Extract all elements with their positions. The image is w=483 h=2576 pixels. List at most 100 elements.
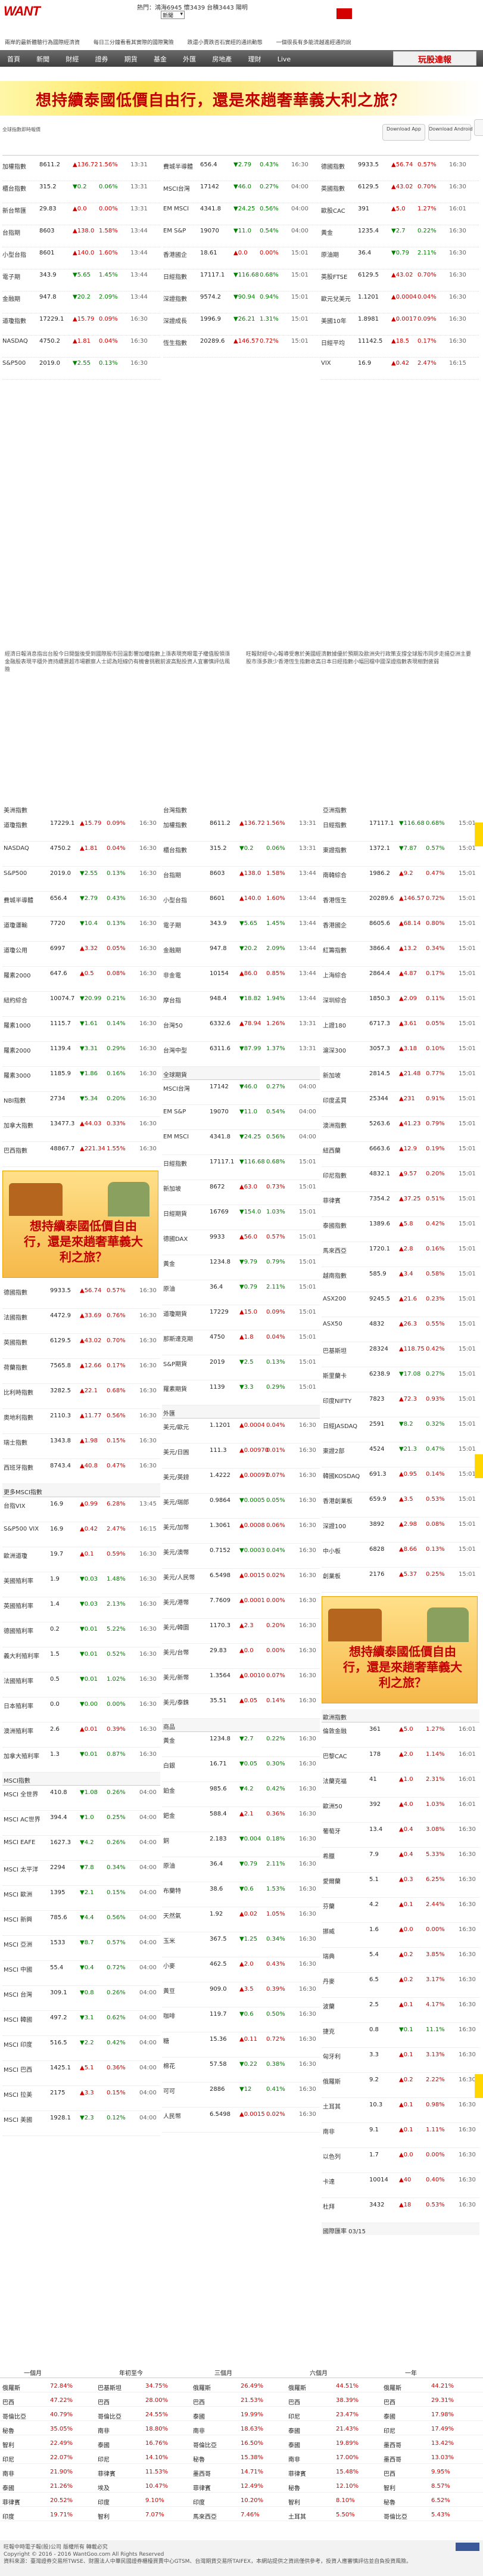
country-name[interactable]: 哥倫比亞 [2,2414,26,2420]
quote-name[interactable]: 非金電 [163,973,181,979]
quote-row[interactable]: 小型台指 8601 ▲140.0 1.60% 13:44 [162,892,320,917]
side-tab[interactable] [475,2074,483,2098]
performance-row[interactable]: 俄羅斯 72.84% 巴基斯坦 34.75% 俄羅斯 26.49% 俄羅斯 44.51% 俄羅斯… [0,2381,483,2392]
country-name[interactable]: 巴西 [98,2400,110,2406]
nav-home[interactable]: 首頁 [7,55,20,63]
quote-row[interactable]: 荷蘭指數 7565.8 ▲12.66 0.17% 16:30 [2,1359,160,1384]
quote-row[interactable]: 印度NIFTY 7823 ▲72.3 0.93% 15:01 [322,1392,479,1417]
quote-name[interactable]: 美元/歐元 [163,1424,189,1431]
quote-name[interactable]: 法蘭克福 [323,1779,347,1785]
country-name[interactable]: 埃及 [98,2485,110,2492]
country-name[interactable]: 菲律賓 [193,2485,211,2492]
quote-name[interactable]: MSCI EAFE [4,1839,36,1846]
quote-row[interactable]: 東證指數 1372.1 ▼7.87 0.57% 15:01 [322,842,479,867]
period-3m[interactable]: 三個月 [214,2370,232,2377]
quote-row[interactable]: 瑞士指數 1343.8 ▲1.98 0.15% 16:30 [2,1434,160,1459]
quote-name[interactable]: 美元/泰銖 [163,1700,189,1706]
quote-name[interactable]: 紐約綜合 [4,998,27,1004]
quote-name[interactable]: 韓國KOSDAQ [323,1473,360,1480]
quote-row[interactable]: 黃金 1235.4 ▼2.7 0.22% 16:30 [321,225,479,247]
quote-name[interactable]: 銅 [163,1838,169,1845]
quote-row[interactable]: 奧地利指數 2110.3 ▲11.77 0.56% 16:30 [2,1409,160,1434]
quote-row[interactable]: 香港國企 18.61 ▲0.0 0.00% 15:01 [163,247,321,269]
ad-banner-title[interactable]: 想持續泰國低價自由行，還是來趟奢華義大利之旅？ [36,91,406,109]
quote-name[interactable]: MSCI 新興 [4,1917,33,1923]
quote-name[interactable]: MSCI 韓國 [4,2017,33,2023]
quote-name[interactable]: 布蘭特 [163,1888,181,1895]
quote-row[interactable]: 東證2部 4524 ▼21.3 0.47% 15:01 [322,1442,479,1467]
quote-row[interactable]: 日經指數 17117.1 ▼116.68 0.68% 15:01 [162,1155,320,1180]
quote-row[interactable]: 電子期 343.9 ▼5.65 1.45% 13:44 [2,269,160,291]
quote-name[interactable]: 日經JASDAQ [323,1423,358,1430]
nav-futures[interactable]: 期貨 [124,55,138,63]
quote-row[interactable]: 那斯達克期 4750 ▲1.8 0.04% 15:01 [162,1330,320,1355]
country-name[interactable]: 哥倫比亞 [98,2414,121,2420]
quote-name[interactable]: MSCI 亞洲 [4,1942,33,1948]
quote-name[interactable]: MSCI AC世界 [4,1817,40,1823]
quote-name[interactable]: 德國指數 [4,1290,27,1296]
quote-row[interactable]: 羅素1000 1115.7 ▼1.61 0.14% 16:30 [2,1017,160,1042]
quote-name[interactable]: 卡達 [323,2179,335,2186]
quote-row[interactable]: 美國10年 1.8981 ▲0.0017 0.09% 16:30 [321,314,479,336]
quote-row[interactable]: 南韓綜合 1986.2 ▲9.2 0.47% 15:01 [322,867,479,892]
quote-name[interactable]: 恆生指數 [163,340,187,347]
quote-row[interactable]: 土耳其 10.3 ▲0.1 0.98% 16:30 [322,2098,479,2123]
quote-row[interactable]: 倫敦金融 361 ▲5.0 1.27% 16:01 [322,1722,479,1748]
quote-name[interactable]: 澳洲殖利率 [4,1728,33,1735]
quote-name[interactable]: 比利時指數 [4,1390,33,1396]
quote-row[interactable]: MSCI 亞洲 1533 ▼8.7 0.57% 04:00 [2,1936,160,1961]
quote-row[interactable]: 深證指數 9574.2 ▼90.94 0.94% 15:01 [163,291,321,314]
quote-name[interactable]: 美元/台幣 [163,1650,189,1656]
quote-name[interactable]: 台灣50 [163,1023,183,1029]
quote-name[interactable]: 印度孟買 [323,1098,347,1104]
quote-name[interactable]: MSCI台灣 [163,1086,190,1093]
quote-row[interactable]: 可可 2886 ▼12 0.41% 16:30 [162,2082,320,2108]
country-name[interactable]: 印尼 [2,2457,14,2463]
quote-row[interactable]: 紐約綜合 10074.7 ▼20.99 0.21% 16:30 [2,992,160,1017]
quote-name[interactable]: 滬深300 [323,1048,347,1054]
quote-name[interactable]: 原油期 [321,252,339,259]
quote-name[interactable]: S&P500 VIX [4,1526,39,1532]
quote-name[interactable]: 泰國指數 [323,1223,347,1230]
country-name[interactable]: 印度 [193,2500,205,2506]
quote-row[interactable]: 匈牙利 3.3 ▲0.1 3.13% 16:30 [322,2048,479,2073]
performance-row[interactable]: 哥倫比亞 40.79% 哥倫比亞 24.55% 泰國 19.99% 印尼 23.47% 泰國 17… [0,2409,483,2421]
quote-name[interactable]: 英國指數 [4,1340,27,1346]
quote-row[interactable]: 小型台指 8601 ▲140.0 1.60% 13:44 [2,247,160,269]
quote-name[interactable]: 印尼指數 [323,1173,347,1180]
quote-row[interactable]: 費城半導體 656.4 ▼2.79 0.43% 16:30 [163,159,321,181]
quote-row[interactable]: 美元/澳幣 0.7152 ▼0.0003 0.04% 16:30 [162,1544,320,1569]
quote-name[interactable]: 小麥 [163,1963,175,1970]
quote-row[interactable]: 原油期 36.4 ▼0.79 2.11% 16:30 [321,247,479,269]
quote-name[interactable]: 南非 [323,2129,335,2136]
quote-name[interactable]: 荷蘭指數 [4,1365,27,1371]
quote-row[interactable]: 芬蘭 4.2 ▲0.1 2.44% 16:30 [322,1898,479,1923]
quote-row[interactable]: 恆生指數 20289.6 ▲146.57 0.72% 15:01 [163,336,321,358]
quote-row[interactable]: 深證100 3892 ▲2.98 0.08% 15:01 [322,1517,479,1543]
quote-name[interactable]: 土耳其 [323,2104,341,2111]
quote-row[interactable]: 滬深300 3057.3 ▲3.18 0.10% 15:01 [322,1042,479,1067]
quote-name[interactable]: 加權指數 [163,823,187,829]
ticker-item[interactable]: 兩岸的最新體驗行為國際經濟資 [5,40,80,46]
quote-name[interactable]: 美元/新幣 [163,1675,189,1681]
country-name[interactable]: 泰國 [193,2414,205,2420]
quote-row[interactable]: 櫃台指數 315.2 ▼0.2 0.06% 13:31 [162,842,320,867]
quote-row[interactable]: 日經指數 17117.1 ▼116.68 0.68% 15:01 [163,269,321,291]
quote-name[interactable]: EM S&P [163,1109,186,1115]
quote-row[interactable]: 羅素3000 1185.9 ▼1.86 0.16% 16:30 [2,1067,160,1092]
performance-row[interactable]: 泰國 21.26% 埃及 10.47% 菲律賓 12.49% 秘魯 12.10% 智利 8.57% [0,2481,483,2493]
quote-row[interactable]: MSCI 拉美 2175 ▲3.3 0.15% 04:00 [2,2086,160,2111]
quote-row[interactable]: 人民幣 6.5498 ▲0.0015 0.02% 16:30 [162,2108,320,2133]
country-name[interactable]: 泰國 [98,2442,110,2449]
quote-name[interactable]: 香港創業板 [323,1498,353,1505]
quote-row[interactable]: NASDAQ 4750.2 ▲1.81 0.04% 16:30 [2,842,160,867]
quote-name[interactable]: 美國殖利率 [4,1578,33,1585]
quote-row[interactable]: 義大利殖利率 1.5 ▼0.01 0.52% 16:30 [2,1647,160,1672]
quote-name[interactable]: 歐洲50 [323,1804,342,1810]
quote-row[interactable]: 美元/瑞郎 0.9864 ▼0.0005 0.05% 16:30 [162,1494,320,1519]
quote-row[interactable]: MSCI 台灣 309.1 ▼0.8 0.26% 04:00 [2,1986,160,2011]
quote-row[interactable]: MSCI 全世界 410.8 ▼1.08 0.26% 04:00 [2,1786,160,1811]
quote-row[interactable]: MSCI 美國 1928.1 ▼2.3 0.12% 04:00 [2,2111,160,2136]
quote-row[interactable]: 德國指數 9933.5 ▲56.74 0.57% 16:30 [321,159,479,181]
country-name[interactable]: 南非 [288,2457,300,2463]
